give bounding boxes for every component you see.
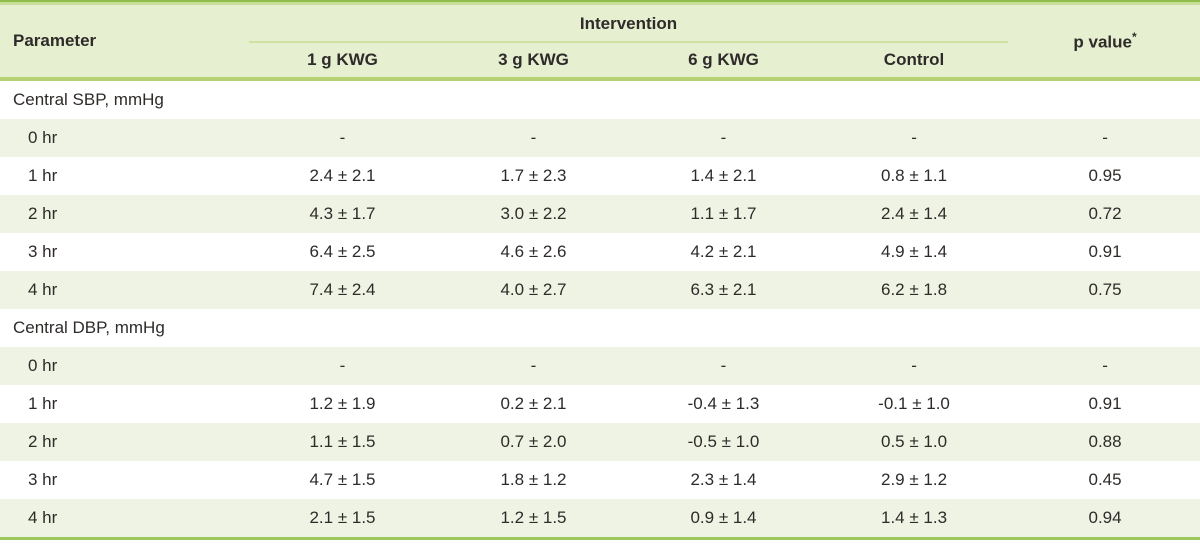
value-cell: 0.9 ± 1.4 — [629, 499, 818, 537]
table-row: 4 hr 2.1 ± 1.5 1.2 ± 1.5 0.9 ± 1.4 1.4 ± 1.3… — [0, 499, 1200, 537]
p-value-cell: 0.88 — [1010, 423, 1200, 461]
value-cell: - — [438, 347, 629, 385]
section-row: Central SBP, mmHg — [0, 81, 1200, 119]
table-bottom-rule — [0, 537, 1200, 540]
value-cell: - — [247, 347, 438, 385]
p-value-cell: 0.75 — [1010, 271, 1200, 309]
value-cell: 2.9 ± 1.2 — [818, 461, 1011, 499]
value-cell: - — [438, 119, 629, 157]
table-body: Central SBP, mmHg 0 hr - - - - -1 hr 2.4 ± 2.1 1… — [0, 81, 1200, 537]
col-header-6g-kwg: 6 g KWG — [629, 43, 818, 81]
value-cell: 1.7 ± 2.3 — [438, 157, 629, 195]
value-cell: - — [818, 119, 1011, 157]
col-header-intervention: Intervention — [247, 5, 1011, 43]
value-cell: 1.4 ± 1.3 — [818, 499, 1011, 537]
row-label: 1 hr — [0, 385, 247, 423]
row-label: 3 hr — [0, 233, 247, 271]
value-cell: 0.7 ± 2.0 — [438, 423, 629, 461]
value-cell: 1.2 ± 1.5 — [438, 499, 629, 537]
pvalue-footnote-marker: * — [1132, 29, 1137, 44]
table-row: 0 hr - - - - - — [0, 119, 1200, 157]
table-row: 0 hr - - - - - — [0, 347, 1200, 385]
value-cell: 1.2 ± 1.9 — [247, 385, 438, 423]
value-cell: 0.2 ± 2.1 — [438, 385, 629, 423]
value-cell: - — [629, 347, 818, 385]
value-cell: 0.5 ± 1.0 — [818, 423, 1011, 461]
section-title: Central SBP, mmHg — [0, 81, 1200, 119]
col-header-3g-kwg: 3 g KWG — [438, 43, 629, 81]
p-value-cell: 0.91 — [1010, 233, 1200, 271]
p-value-cell: - — [1010, 119, 1200, 157]
value-cell: - — [629, 119, 818, 157]
value-cell: 2.3 ± 1.4 — [629, 461, 818, 499]
pvalue-label: p value — [1073, 32, 1132, 52]
value-cell: 6.4 ± 2.5 — [247, 233, 438, 271]
value-cell: -0.4 ± 1.3 — [629, 385, 818, 423]
col-header-control: Control — [818, 43, 1011, 81]
intervention-results-table: Parameter Intervention p value* 1 g KWG … — [0, 5, 1200, 537]
header-row-groups: 1 g KWG 3 g KWG 6 g KWG Control — [0, 43, 1200, 81]
section-title: Central DBP, mmHg — [0, 309, 1200, 347]
value-cell: 4.3 ± 1.7 — [247, 195, 438, 233]
row-label: 2 hr — [0, 195, 247, 233]
row-label: 0 hr — [0, 119, 247, 157]
value-cell: 4.9 ± 1.4 — [818, 233, 1011, 271]
value-cell: 4.7 ± 1.5 — [247, 461, 438, 499]
value-cell: 3.0 ± 2.2 — [438, 195, 629, 233]
row-label: 1 hr — [0, 157, 247, 195]
value-cell: 6.2 ± 1.8 — [818, 271, 1011, 309]
col-header-pvalue: p value* — [1010, 5, 1200, 81]
value-cell: 1.1 ± 1.5 — [247, 423, 438, 461]
value-cell: 4.0 ± 2.7 — [438, 271, 629, 309]
value-cell: 1.4 ± 2.1 — [629, 157, 818, 195]
value-cell: 2.4 ± 1.4 — [818, 195, 1011, 233]
table-row: 3 hr 6.4 ± 2.5 4.6 ± 2.6 4.2 ± 2.1 4.9 ± 1.4… — [0, 233, 1200, 271]
table-row: 1 hr 2.4 ± 2.1 1.7 ± 2.3 1.4 ± 2.1 0.8 ± 1.1… — [0, 157, 1200, 195]
value-cell: - — [247, 119, 438, 157]
table-row: 2 hr 4.3 ± 1.7 3.0 ± 2.2 1.1 ± 1.7 2.4 ± 1.4… — [0, 195, 1200, 233]
value-cell: 4.2 ± 2.1 — [629, 233, 818, 271]
table-row: 2 hr 1.1 ± 1.5 0.7 ± 2.0 -0.5 ± 1.0 0.5 ± 1.… — [0, 423, 1200, 461]
p-value-cell: - — [1010, 347, 1200, 385]
value-cell: 6.3 ± 2.1 — [629, 271, 818, 309]
value-cell: 1.1 ± 1.7 — [629, 195, 818, 233]
p-value-cell: 0.45 — [1010, 461, 1200, 499]
p-value-cell: 0.95 — [1010, 157, 1200, 195]
value-cell: 1.8 ± 1.2 — [438, 461, 629, 499]
value-cell: 0.8 ± 1.1 — [818, 157, 1011, 195]
row-label: 4 hr — [0, 499, 247, 537]
table-row: 1 hr 1.2 ± 1.9 0.2 ± 2.1 -0.4 ± 1.3 -0.1 ± 1… — [0, 385, 1200, 423]
table-row: 3 hr 4.7 ± 1.5 1.8 ± 1.2 2.3 ± 1.4 2.9 ± 1.2… — [0, 461, 1200, 499]
value-cell: - — [818, 347, 1011, 385]
intervention-label: Intervention — [579, 14, 678, 33]
col-header-1g-kwg: 1 g KWG — [247, 43, 438, 81]
value-cell: 7.4 ± 2.4 — [247, 271, 438, 309]
row-label: 0 hr — [0, 347, 247, 385]
row-label: 4 hr — [0, 271, 247, 309]
p-value-cell: 0.94 — [1010, 499, 1200, 537]
table-header: Parameter Intervention p value* 1 g KWG … — [0, 5, 1200, 81]
value-cell: 2.4 ± 2.1 — [247, 157, 438, 195]
value-cell: 4.6 ± 2.6 — [438, 233, 629, 271]
section-row: Central DBP, mmHg — [0, 309, 1200, 347]
row-label: 3 hr — [0, 461, 247, 499]
p-value-cell: 0.91 — [1010, 385, 1200, 423]
row-label: 2 hr — [0, 423, 247, 461]
header-row-top: Parameter Intervention p value* — [0, 5, 1200, 81]
value-cell: 2.1 ± 1.5 — [247, 499, 438, 537]
col-header-parameter: Parameter — [0, 5, 247, 81]
p-value-cell: 0.72 — [1010, 195, 1200, 233]
value-cell: -0.1 ± 1.0 — [818, 385, 1011, 423]
table-row: 4 hr 7.4 ± 2.4 4.0 ± 2.7 6.3 ± 2.1 6.2 ± 1.8… — [0, 271, 1200, 309]
value-cell: -0.5 ± 1.0 — [629, 423, 818, 461]
table-top-rule — [0, 0, 1200, 5]
